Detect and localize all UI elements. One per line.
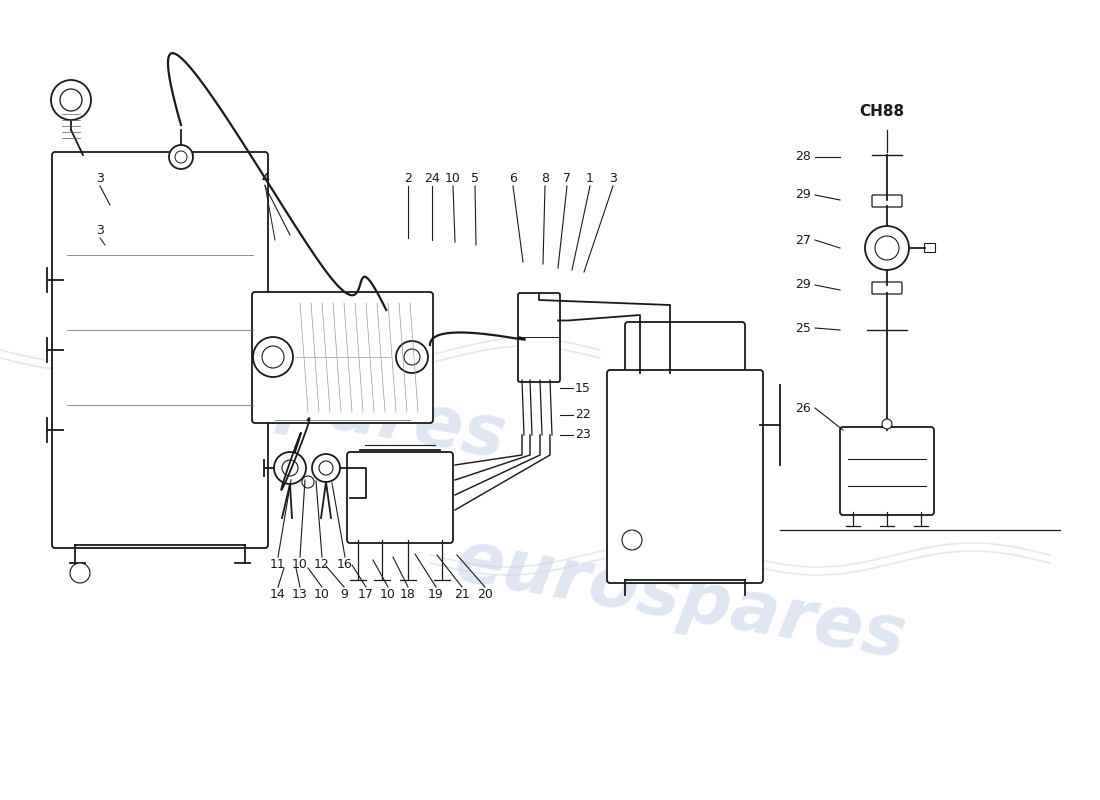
FancyBboxPatch shape	[252, 292, 433, 423]
Circle shape	[282, 460, 298, 476]
Circle shape	[51, 80, 91, 120]
Text: 8: 8	[541, 171, 549, 185]
Circle shape	[621, 530, 642, 550]
Text: 23: 23	[575, 429, 591, 442]
Circle shape	[302, 476, 313, 488]
Text: 13: 13	[293, 589, 308, 602]
Circle shape	[865, 226, 909, 270]
Circle shape	[874, 236, 899, 260]
Text: 25: 25	[795, 322, 811, 334]
Circle shape	[404, 349, 420, 365]
Text: 3: 3	[609, 171, 617, 185]
Text: 24: 24	[425, 171, 440, 185]
Text: 7: 7	[563, 171, 571, 185]
Circle shape	[169, 145, 192, 169]
Text: 28: 28	[795, 150, 811, 163]
Circle shape	[70, 563, 90, 583]
Text: 26: 26	[795, 402, 811, 414]
Text: eurospares: eurospares	[50, 326, 510, 474]
Text: 19: 19	[428, 589, 444, 602]
FancyBboxPatch shape	[924, 243, 935, 253]
Text: eurospares: eurospares	[449, 526, 911, 674]
FancyBboxPatch shape	[625, 322, 745, 376]
Text: 21: 21	[454, 589, 470, 602]
Text: 4: 4	[261, 171, 268, 185]
FancyBboxPatch shape	[840, 427, 934, 515]
Text: 3: 3	[96, 223, 103, 237]
Text: 6: 6	[509, 171, 517, 185]
Text: 15: 15	[575, 382, 591, 394]
Circle shape	[60, 89, 82, 111]
FancyBboxPatch shape	[872, 282, 902, 294]
Circle shape	[274, 452, 306, 484]
Text: 18: 18	[400, 589, 416, 602]
Text: 20: 20	[477, 589, 493, 602]
Text: 5: 5	[471, 171, 478, 185]
Circle shape	[396, 341, 428, 373]
FancyBboxPatch shape	[52, 152, 268, 548]
Text: 14: 14	[271, 589, 286, 602]
FancyBboxPatch shape	[607, 370, 763, 583]
Circle shape	[882, 419, 892, 429]
Circle shape	[262, 346, 284, 368]
Text: 29: 29	[795, 278, 811, 291]
Text: 10: 10	[315, 589, 330, 602]
FancyBboxPatch shape	[518, 293, 560, 382]
Text: 2: 2	[404, 171, 411, 185]
Text: 3: 3	[96, 171, 103, 185]
Text: 10: 10	[446, 171, 461, 185]
Text: 16: 16	[337, 558, 353, 571]
Text: 10: 10	[293, 558, 308, 571]
Circle shape	[253, 337, 293, 377]
FancyBboxPatch shape	[872, 195, 902, 207]
FancyBboxPatch shape	[346, 452, 453, 543]
Circle shape	[312, 454, 340, 482]
Circle shape	[175, 151, 187, 163]
Text: 12: 12	[315, 558, 330, 571]
Circle shape	[319, 461, 333, 475]
Text: 17: 17	[359, 589, 374, 602]
Text: 9: 9	[340, 589, 348, 602]
Text: 11: 11	[271, 558, 286, 571]
Text: 29: 29	[795, 189, 811, 202]
Text: 4: 4	[261, 171, 268, 185]
Text: 10: 10	[381, 589, 396, 602]
Text: CH88: CH88	[859, 105, 904, 119]
Text: 1: 1	[586, 171, 594, 185]
Text: 27: 27	[795, 234, 811, 246]
Text: 22: 22	[575, 409, 591, 422]
